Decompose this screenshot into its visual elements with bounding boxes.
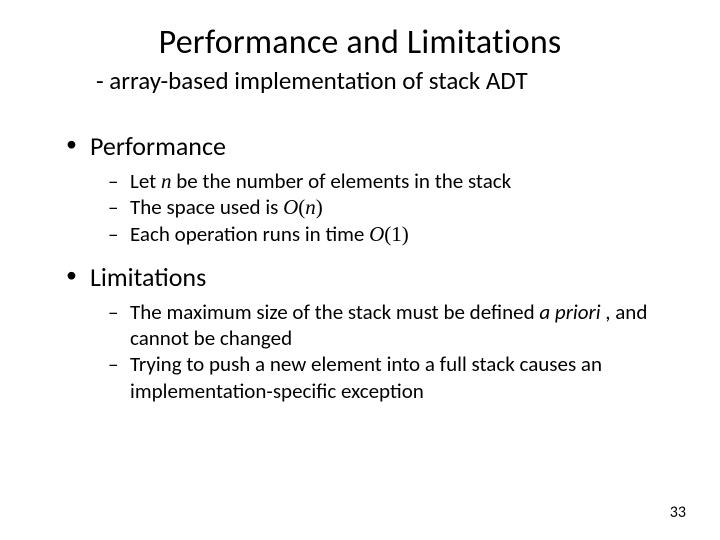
sub-bullet: Let n be the number of elements in the s… — [108, 168, 680, 194]
sub-bullet: Trying to push a new element into a full… — [108, 351, 680, 404]
slide: Performance and Limitations - array-base… — [0, 0, 720, 540]
sub-bullet: The maximum size of the stack must be de… — [108, 299, 680, 352]
text: The space used is — [130, 194, 283, 220]
limitations-sublist: The maximum size of the stack must be de… — [108, 299, 680, 404]
slide-subtitle: - array-based implementation of stack AD… — [96, 65, 680, 96]
performance-sublist: Let n be the number of elements in the s… — [108, 168, 680, 247]
paren: ) — [402, 222, 409, 246]
bullet-performance: Performance — [64, 130, 680, 162]
text: Let — [130, 168, 161, 194]
text: Each operation runs in time — [130, 221, 369, 247]
slide-title: Performance and Limitations — [76, 22, 644, 63]
page-number: 33 — [670, 503, 686, 522]
a-priori: a priori — [539, 299, 605, 325]
paren: ) — [316, 195, 323, 219]
big-o: O — [283, 195, 298, 219]
arg-one: 1 — [391, 222, 402, 246]
slide-content: Performance Let n be the number of eleme… — [64, 130, 680, 404]
var-n: n — [305, 195, 316, 219]
bullet-limitations: Limitations — [64, 261, 680, 293]
bullet-label: Performance — [90, 130, 226, 162]
text: be the number of elements in the stack — [171, 168, 511, 194]
var-n: n — [161, 169, 172, 193]
text: The maximum size of the stack must be de… — [130, 299, 539, 325]
sub-bullet: Each operation runs in time O(1) — [108, 221, 680, 247]
text: Trying to push a new element into a full… — [130, 351, 602, 403]
sub-bullet: The space used is O(n) — [108, 194, 680, 220]
big-o: O — [369, 222, 384, 246]
bullet-label: Limitations — [90, 261, 206, 293]
